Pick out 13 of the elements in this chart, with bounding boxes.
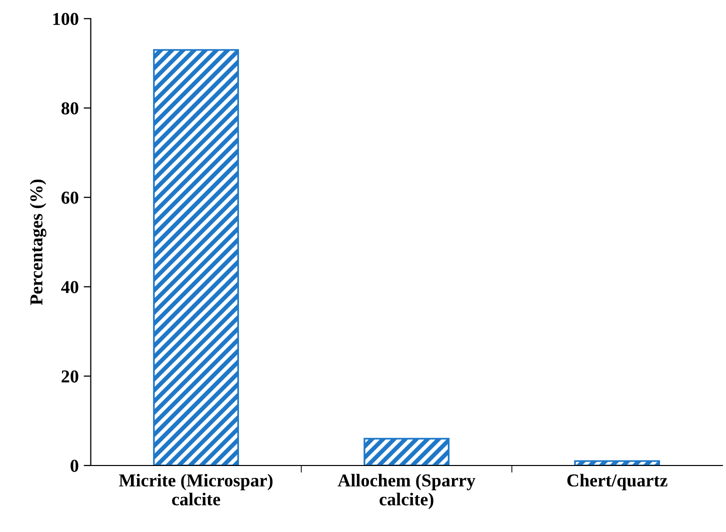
y-axis-title: Percentages (%) (30, 180, 46, 306)
bar (364, 438, 450, 466)
y-tick-label: 100 (53, 12, 78, 26)
y-tick-label: 40 (61, 281, 78, 294)
y-tick-label: 0 (70, 460, 78, 472)
bar (153, 49, 239, 466)
y-tick-label: 80 (61, 102, 78, 114)
x-tick-label: Allochem (Sparry calcite) (338, 474, 476, 510)
y-tick-label: 20 (62, 370, 78, 383)
bar (574, 460, 660, 466)
x-tick-label: Micrite (Microspar) calcite (119, 474, 273, 506)
y-tick-label: 60 (62, 192, 78, 204)
x-tick-label: Chert/quartz (567, 474, 668, 490)
